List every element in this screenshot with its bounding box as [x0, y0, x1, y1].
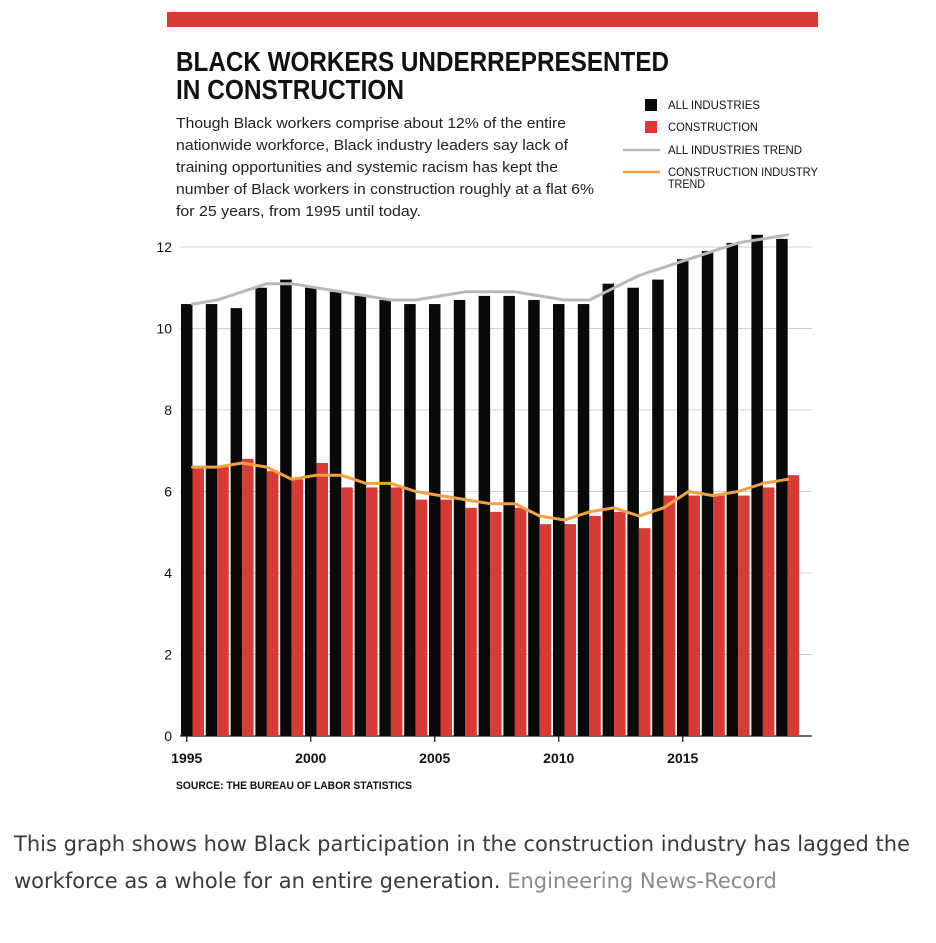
- legend-label-construction: CONSTRUCTION: [668, 122, 758, 134]
- bar-all-industries-1998: [255, 287, 267, 736]
- x-tick-label-2010: 2010: [543, 750, 574, 766]
- bar-construction-2011: [589, 515, 601, 736]
- legend-swatch-construction: [645, 121, 657, 133]
- caption-credit: Engineering News-Record: [507, 869, 777, 893]
- chart-source: SOURCE: THE BUREAU OF LABOR STATISTICS: [176, 780, 412, 792]
- bar-construction-2003: [390, 487, 403, 736]
- bar-construction-2007: [490, 511, 502, 736]
- bar-construction-1995: [192, 467, 204, 736]
- y-tick-label-4: 4: [164, 565, 172, 581]
- bar-construction-1999: [291, 479, 304, 736]
- bar-construction-2005: [440, 499, 452, 736]
- bar-construction-2004: [415, 499, 428, 736]
- bar-all-industries-2014: [652, 279, 664, 736]
- caption-text: This graph shows how Black participation…: [14, 832, 910, 893]
- bar-construction-2013: [638, 528, 651, 736]
- chart-subtitle-line-1: Though Black workers comprise about 12% …: [176, 116, 566, 132]
- y-tick-label-6: 6: [164, 484, 172, 500]
- bar-all-industries-1995: [181, 304, 193, 736]
- bar-all-industries-1999: [280, 279, 292, 736]
- chart-title-line-2: IN CONSTRUCTION: [176, 74, 404, 105]
- bar-construction-2000: [316, 462, 328, 736]
- bar-all-industries-2001: [329, 291, 342, 736]
- bar-construction-1998: [266, 471, 279, 736]
- x-tick-label-2015: 2015: [667, 750, 698, 766]
- bar-all-industries-2000: [305, 287, 317, 736]
- x-tick-label-1995: 1995: [171, 750, 202, 766]
- bar-all-industries-2009: [528, 299, 540, 736]
- bar-all-industries-2015: [677, 259, 689, 736]
- bar-construction-2018: [762, 487, 775, 736]
- chart-figure: BLACK WORKERS UNDERREPRESENTED IN CONSTR…: [156, 12, 818, 792]
- x-tick-label-2005: 2005: [419, 750, 450, 766]
- bar-construction-2017: [738, 495, 750, 736]
- bar-all-industries-2017: [726, 242, 739, 737]
- bars: [181, 234, 800, 737]
- bar-all-industries-2008: [503, 295, 515, 736]
- bar-construction-2001: [341, 487, 353, 736]
- trend-line-construction: [191, 461, 790, 522]
- legend-swatch-all-industries: [645, 99, 657, 111]
- bar-construction-2008: [514, 507, 527, 736]
- bar-all-industries-2003: [379, 299, 391, 736]
- bar-construction-1997: [242, 458, 254, 736]
- bar-construction-2009: [539, 524, 552, 736]
- legend-label-all-industries: ALL INDUSTRIES: [668, 100, 760, 112]
- bar-construction-2016: [713, 495, 725, 736]
- bar-construction-2012: [614, 511, 626, 736]
- bar-all-industries-2004: [404, 304, 416, 736]
- chart-title-line-1: BLACK WORKERS UNDERREPRESENTED: [176, 46, 669, 77]
- bar-construction-2002: [366, 487, 378, 736]
- bar-all-industries-2011: [577, 304, 590, 736]
- legend: ALL INDUSTRIES CONSTRUCTION ALL INDUSTRI…: [623, 99, 818, 191]
- bar-all-industries-1996: [205, 304, 218, 736]
- y-tick-label-2: 2: [164, 647, 172, 663]
- bar-all-industries-2007: [478, 295, 491, 736]
- bar-construction-2010: [564, 524, 576, 736]
- bar-construction-2006: [465, 507, 477, 736]
- bar-all-industries-1997: [230, 308, 243, 736]
- figure-caption: This graph shows how Black participation…: [14, 826, 919, 900]
- legend-label-construction-trend-line-1: CONSTRUCTION INDUSTRY: [668, 167, 818, 179]
- bar-all-industries-2002: [354, 295, 367, 736]
- bar-construction-2019: [787, 475, 800, 736]
- bar-all-industries-2005: [429, 304, 441, 736]
- legend-label-construction-trend-line-2: TREND: [668, 179, 705, 191]
- chart-subtitle-line-3: training opportunities and systemic raci…: [176, 160, 558, 176]
- bar-all-industries-2013: [627, 287, 639, 736]
- trend-line-all-industries: [191, 233, 790, 306]
- bar-all-industries-2019: [776, 238, 788, 736]
- bar-construction-2014: [663, 495, 676, 736]
- legend-label-all-trend: ALL INDUSTRIES TREND: [668, 145, 802, 157]
- bar-all-industries-2006: [453, 299, 466, 736]
- y-tick-label-0: 0: [164, 728, 172, 744]
- bar-construction-1996: [217, 467, 229, 736]
- y-axis-ticks: 0 2 4 6 8 10 12: [156, 239, 172, 744]
- chart-subtitle-line-2: nationwide workforce, Black industry lea…: [176, 138, 569, 154]
- y-tick-label-10: 10: [156, 321, 172, 337]
- x-axis-ticks: 1995 2000 2005 2010 2015: [171, 736, 699, 766]
- chart-subtitle-line-5: for 25 years, from 1995 until today.: [176, 204, 421, 220]
- x-tick-label-2000: 2000: [295, 750, 326, 766]
- y-tick-label-12: 12: [156, 239, 172, 255]
- chart-subtitle-line-4: number of Black workers in construction …: [176, 182, 594, 198]
- y-tick-label-8: 8: [164, 402, 172, 418]
- trend-lines: [191, 233, 790, 522]
- bar-construction-2015: [688, 495, 700, 736]
- header-banner: [167, 12, 818, 27]
